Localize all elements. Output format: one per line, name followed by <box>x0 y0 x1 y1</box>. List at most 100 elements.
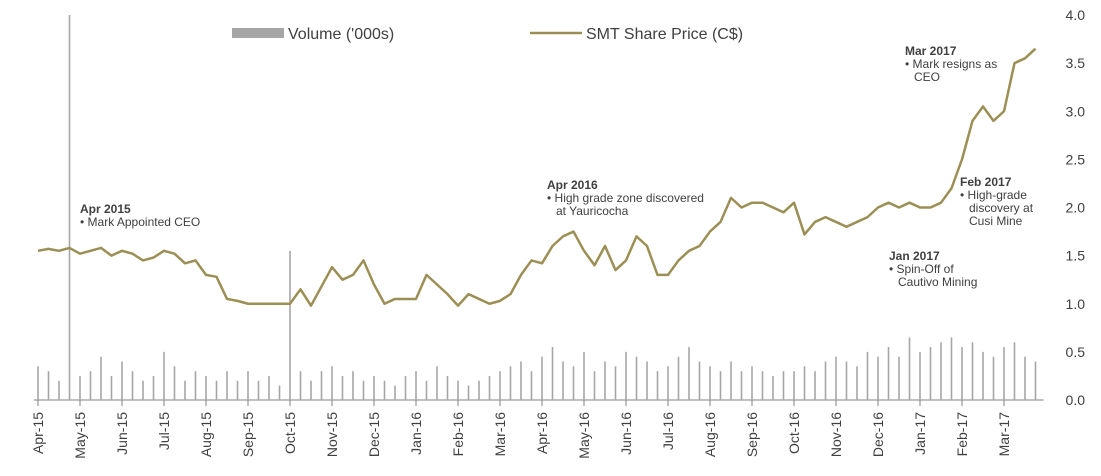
x-tick-label: Jul-16 <box>660 412 676 450</box>
volume-bar <box>551 347 554 400</box>
volume-bar <box>719 371 722 400</box>
annotation-text: • High grade zone discovered <box>547 191 704 205</box>
volume-bar <box>457 380 459 400</box>
volume-bar <box>404 375 407 400</box>
volume-bar <box>236 380 239 400</box>
annotation-text: CEO <box>914 70 940 84</box>
volume-bar <box>572 366 575 400</box>
volume-bar <box>562 361 564 400</box>
x-tick-label: Jan-16 <box>408 412 424 455</box>
y-tick-label: 3.0 <box>1066 103 1086 119</box>
volume-bar <box>604 361 606 400</box>
volume-bar <box>1024 356 1026 400</box>
x-tick-label: Dec-16 <box>870 412 886 457</box>
volume-bar <box>79 375 81 400</box>
x-tick-label: Aug-16 <box>702 412 718 457</box>
x-tick-label: Dec-15 <box>366 412 382 457</box>
volume-bar <box>740 371 743 400</box>
volume-bar <box>47 371 50 400</box>
annotation-text: Cusi Mine <box>969 214 1023 228</box>
volume-bar <box>677 356 680 400</box>
y-tick-label: 1.5 <box>1066 248 1086 264</box>
x-tick-label: Nov-15 <box>324 412 340 457</box>
volume-bar <box>824 361 827 400</box>
volume-bar <box>446 375 449 400</box>
legend-label: Volume ('000s) <box>288 26 394 43</box>
volume-bar <box>509 366 512 400</box>
volume-bar <box>730 361 732 400</box>
volume-bar <box>278 385 281 400</box>
volume-bar <box>215 380 218 400</box>
x-tick-label: Feb-17 <box>954 412 970 457</box>
volume-bar <box>635 356 638 400</box>
volume-bar <box>751 366 753 400</box>
volume-bar <box>866 351 869 400</box>
volume-bar <box>961 347 963 400</box>
annotation-text: discovery at <box>969 201 1034 215</box>
volume-bar <box>835 356 837 400</box>
x-tick-label: Jul-15 <box>156 412 172 450</box>
x-tick-label: Nov-16 <box>828 412 844 457</box>
annotation-date: Feb 2017 <box>960 175 1012 189</box>
x-tick-label: Sep-16 <box>744 412 760 457</box>
volume-bar <box>131 371 134 400</box>
x-tick-label: Jun-15 <box>114 412 130 455</box>
volume-bar <box>950 337 953 400</box>
volume-bar <box>940 342 942 400</box>
annotation-text: Cautivo Mining <box>898 275 977 289</box>
volume-bar <box>625 351 627 400</box>
volume-bar <box>194 371 197 400</box>
volume-bar <box>415 371 417 400</box>
volume-bar <box>793 371 795 400</box>
volume-bar <box>1013 342 1016 400</box>
y-tick-label: 2.5 <box>1066 151 1086 167</box>
volume-bar <box>709 366 711 400</box>
volume-bar <box>184 380 186 400</box>
volume-bar <box>142 380 144 400</box>
volume-bar <box>772 375 774 400</box>
volume-bar <box>89 371 92 400</box>
legend-swatch <box>232 28 284 38</box>
volume-bar <box>152 375 155 400</box>
volume-bar <box>982 351 984 400</box>
x-tick-label: May-16 <box>576 412 592 459</box>
volume-bar <box>352 371 354 400</box>
volume-bar <box>656 371 659 400</box>
volume-bar <box>383 380 386 400</box>
volume-bar <box>898 356 900 400</box>
volume-bar <box>37 366 39 400</box>
volume-bar <box>299 371 302 400</box>
volume-bar <box>205 375 207 400</box>
y-tick-label: 2.0 <box>1066 200 1086 216</box>
price-line <box>37 47 1037 307</box>
y-tick-label: 4.0 <box>1066 7 1086 23</box>
y-tick-label: 0.0 <box>1066 392 1086 408</box>
annotation-date: Apr 2015 <box>80 202 131 216</box>
volume-bar <box>583 351 585 400</box>
volume-bar <box>257 380 260 400</box>
x-tick-label: Oct-15 <box>282 412 298 454</box>
volume-bar <box>394 385 396 400</box>
x-tick-label: May-15 <box>72 412 88 459</box>
volume-bar <box>163 351 165 400</box>
volume-bar <box>541 356 543 400</box>
volume-bar <box>173 366 176 400</box>
volume-bar <box>856 366 858 400</box>
volume-bar <box>971 342 974 400</box>
volume-bar <box>436 366 438 400</box>
x-tick-label: Feb-16 <box>450 412 466 457</box>
volume-bar <box>499 371 501 400</box>
x-tick-label: Sep-15 <box>240 412 256 457</box>
volume-bar <box>478 380 480 400</box>
annotation-text: • Mark Appointed CEO <box>80 215 200 229</box>
volume-bar <box>1003 347 1005 400</box>
annotation-text: • Spin-Off of <box>889 262 954 276</box>
volume-bar <box>68 15 71 400</box>
y-tick-label: 0.5 <box>1066 344 1086 360</box>
volume-bar <box>331 366 333 400</box>
volume-bar <box>887 347 890 400</box>
volume-bar <box>593 371 596 400</box>
volume-bar <box>362 380 365 400</box>
